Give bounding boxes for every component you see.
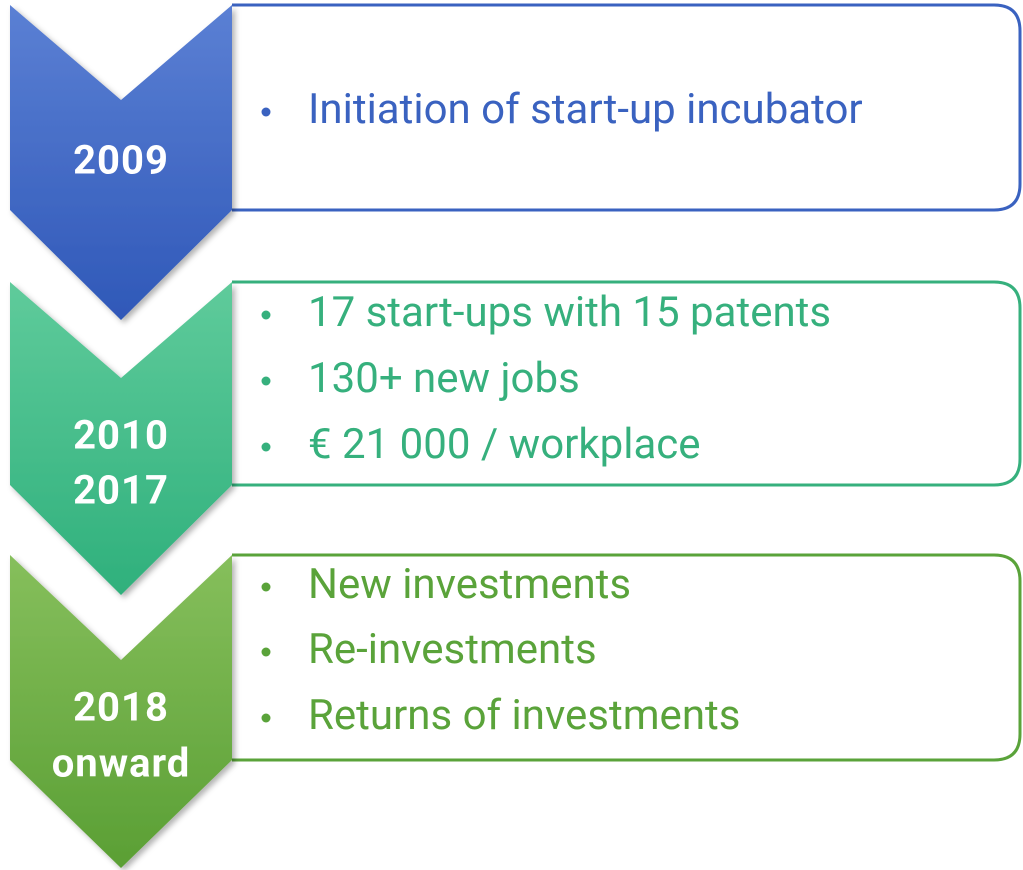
content-box — [232, 280, 1022, 487]
bullet-text: € 21 000 / workplace — [308, 420, 701, 469]
chevron — [10, 555, 232, 868]
year-label: onward — [52, 740, 191, 787]
year-label: 2017 — [73, 467, 169, 514]
bullet — [261, 107, 271, 117]
content-box — [232, 3, 1022, 212]
bullet-text: Returns of investments — [308, 691, 740, 740]
bullet — [261, 582, 271, 592]
bullet-text: New investments — [308, 560, 631, 609]
bullet — [261, 376, 271, 386]
year-label: 2018 — [73, 684, 169, 731]
year-label: 2010 — [73, 412, 169, 459]
content-box — [232, 553, 1022, 762]
chevron — [10, 282, 232, 595]
bullet-text: Re-investments — [308, 625, 597, 674]
bullet — [261, 310, 271, 320]
bullet — [261, 647, 271, 657]
bullet-text: 130+ new jobs — [308, 354, 580, 403]
bullet-text: 17 start-ups with 15 patents — [308, 288, 831, 337]
bullet — [261, 713, 271, 723]
chevron — [10, 5, 232, 320]
bullet-text: Initiation of start-up incubator — [308, 85, 863, 134]
year-label: 2009 — [73, 137, 169, 184]
bullet — [261, 442, 271, 452]
